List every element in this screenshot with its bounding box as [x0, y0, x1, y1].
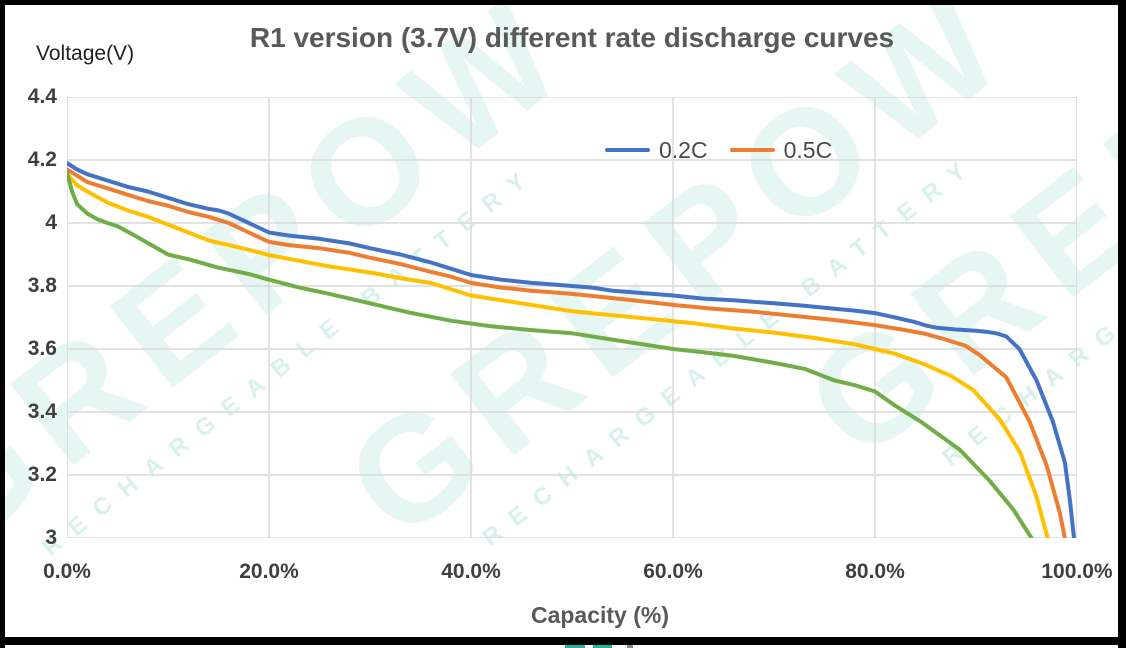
y-tick-label: 3.6 — [27, 337, 57, 360]
x-tick-label: 100.0% — [1041, 560, 1113, 583]
frame-border-left — [0, 0, 5, 648]
y-tick-label: 3.8 — [27, 274, 57, 297]
legend: 0.2C 0.5C — [605, 136, 833, 164]
x-axis-label: Capacity (%) — [530, 602, 670, 628]
y-tick-label: 3.2 — [27, 463, 57, 486]
y-tick-label: 3 — [45, 526, 57, 549]
x-tick-label: 80.0% — [845, 560, 905, 583]
x-tick-label: 40.0% — [441, 560, 501, 583]
cropped-legend-marker — [627, 645, 633, 648]
frame-border-right — [1118, 0, 1126, 648]
cropped-legend-marker — [565, 645, 585, 648]
frame-border-top — [0, 0, 1126, 5]
legend-label: 0.5C — [783, 136, 833, 163]
x-tick-label: 60.0% — [643, 560, 703, 583]
frame-border-bottom — [0, 637, 1126, 645]
legend-item: 0.2C — [605, 137, 708, 164]
x-tick-label: 20.0% — [239, 560, 299, 583]
y-tick-label: 3.4 — [27, 400, 57, 423]
legend-label: 0.2C — [659, 136, 708, 163]
y-tick-label: 4.2 — [27, 148, 57, 171]
legend-line-swatch — [605, 148, 650, 152]
cropped-legend-marker — [593, 645, 612, 648]
y-tick-label: 4 — [45, 211, 57, 234]
plot-svg — [67, 97, 1077, 538]
y-axis-label: Voltage(V) — [36, 42, 135, 65]
chart-title: R1 version (3.7V) different rate dischar… — [249, 22, 895, 53]
legend-line-swatch — [729, 148, 775, 152]
legend-item: 0.5C — [729, 136, 833, 164]
y-tick-label: 4.4 — [27, 85, 57, 108]
x-tick-label: 0.0% — [43, 560, 91, 583]
